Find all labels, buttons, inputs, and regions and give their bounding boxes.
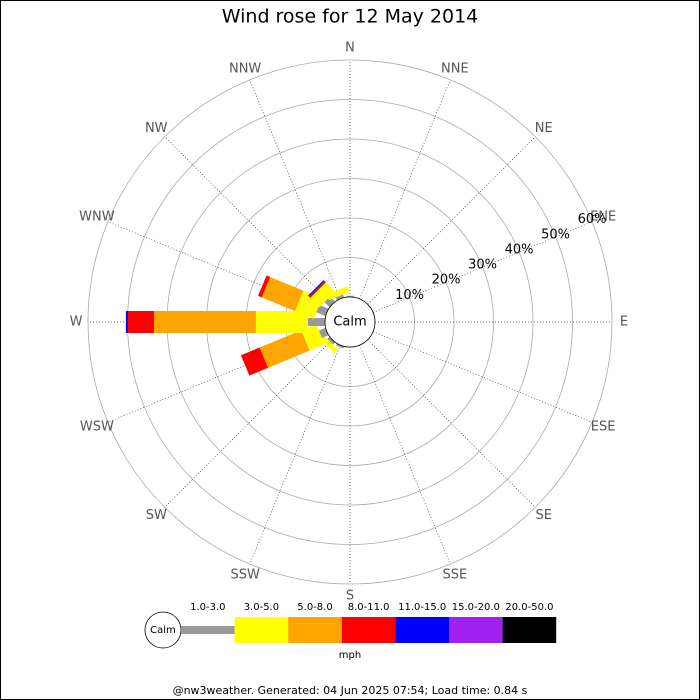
direction-label: ENE	[590, 210, 616, 225]
legend-unit: mph	[339, 650, 361, 661]
legend-swatch	[234, 617, 289, 643]
bar-segment	[255, 311, 309, 333]
bar-segment	[127, 311, 154, 333]
direction-label: SSW	[230, 568, 260, 583]
legend-label: 1.0-3.0	[190, 602, 225, 613]
bar-segment	[326, 286, 350, 301]
legend-label: 20.0-50.0	[505, 602, 553, 613]
ring-label: 60%	[578, 212, 607, 227]
bar-segment	[335, 294, 345, 301]
spoke	[367, 136, 536, 305]
bar-segment	[335, 343, 345, 349]
spoke	[249, 79, 341, 300]
spoke	[367, 339, 536, 508]
ring-label: 50%	[541, 227, 570, 242]
legend-swatch	[502, 617, 557, 643]
ring-label: 20%	[432, 273, 461, 288]
bar-segment	[259, 330, 310, 368]
ring-label: 40%	[505, 242, 534, 257]
spoke	[164, 136, 333, 305]
bar-segment	[318, 327, 329, 338]
ring-label: 30%	[468, 258, 497, 273]
bar-segment	[261, 277, 304, 312]
direction-label: N	[345, 41, 355, 56]
bar-segment	[324, 296, 336, 308]
chart-title: Wind rose for 12 May 2014	[222, 6, 479, 28]
bar-segment	[125, 311, 128, 333]
bar-segment	[318, 334, 338, 354]
legend-swatch	[395, 617, 449, 643]
bar-segment	[310, 282, 336, 308]
legend-swatch	[341, 617, 396, 643]
direction-label: SE	[536, 508, 552, 523]
bar-segment	[153, 311, 256, 333]
direction-label: S	[346, 589, 354, 604]
spoke	[164, 339, 333, 508]
direction-label: E	[620, 315, 628, 330]
legend-swatch	[449, 617, 503, 643]
direction-label: SSE	[442, 568, 467, 583]
legend-swatch	[288, 617, 342, 643]
footer: @nw3weather. Generated: 04 Jun 2025 07:5…	[173, 684, 528, 697]
direction-label: NNW	[229, 61, 261, 76]
direction-label: NNE	[441, 61, 469, 76]
calm-label: Calm	[333, 315, 366, 330]
direction-label: NE	[535, 121, 553, 136]
direction-label: WNW	[79, 210, 115, 225]
legend-label: 3.0-5.0	[244, 602, 279, 613]
calm-circle	[324, 296, 376, 348]
legend-calm-label: Calm	[150, 625, 176, 636]
bar-segment	[346, 295, 354, 297]
bar-segment	[258, 275, 271, 298]
bar-segment	[327, 336, 336, 345]
bar-segment	[308, 280, 326, 298]
direction-label: NW	[145, 121, 168, 136]
bar-segment	[308, 318, 326, 326]
legend-label: 15.0-20.0	[452, 602, 500, 613]
spoke	[359, 344, 451, 565]
direction-label: W	[70, 315, 83, 330]
spoke	[372, 221, 593, 313]
legend-swatch	[181, 626, 235, 634]
bar-segment	[240, 347, 268, 376]
ring-label: 10%	[395, 288, 424, 303]
legend-label: 5.0-8.0	[297, 602, 332, 613]
bar-segment	[308, 280, 325, 297]
legend-label: 11.0-15.0	[398, 602, 446, 613]
bar-segment	[316, 304, 329, 317]
direction-label: ESE	[591, 419, 616, 434]
spoke	[372, 331, 593, 423]
direction-label: WSW	[80, 419, 114, 434]
spoke	[249, 344, 341, 565]
spoke	[359, 79, 451, 300]
legend-label: 8.0-11.0	[348, 602, 390, 613]
grid-ring	[87, 59, 613, 585]
direction-label: SW	[146, 508, 167, 523]
